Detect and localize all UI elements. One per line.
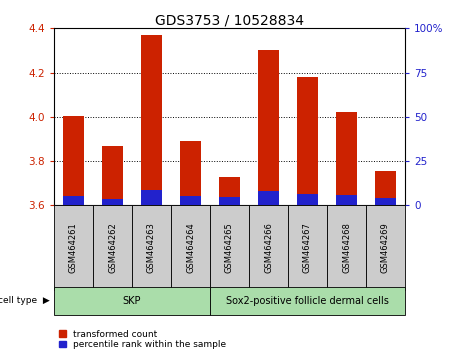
Bar xyxy=(288,205,327,290)
Bar xyxy=(141,190,162,205)
Bar xyxy=(297,194,318,205)
Text: GSM464261: GSM464261 xyxy=(69,222,78,273)
Bar xyxy=(366,205,405,290)
Bar xyxy=(258,191,279,205)
Bar xyxy=(258,51,279,205)
Bar xyxy=(336,113,357,205)
Bar xyxy=(336,195,357,205)
Text: GSM464267: GSM464267 xyxy=(303,222,312,273)
Bar xyxy=(54,287,210,315)
Bar xyxy=(327,205,366,290)
Bar xyxy=(219,197,240,205)
Text: GSM464269: GSM464269 xyxy=(381,222,390,273)
Bar xyxy=(63,116,84,205)
Bar xyxy=(132,205,171,290)
Bar xyxy=(375,171,396,205)
Legend: transformed count, percentile rank within the sample: transformed count, percentile rank withi… xyxy=(58,330,226,349)
Text: GSM464262: GSM464262 xyxy=(108,222,117,273)
Bar xyxy=(375,198,396,205)
Text: cell type  ▶: cell type ▶ xyxy=(0,296,50,306)
Bar xyxy=(219,177,240,205)
Bar xyxy=(63,196,84,205)
Bar xyxy=(102,145,123,205)
Bar xyxy=(297,77,318,205)
Title: GDS3753 / 10528834: GDS3753 / 10528834 xyxy=(155,13,304,27)
Bar xyxy=(141,35,162,205)
Bar xyxy=(249,205,288,290)
Bar xyxy=(210,287,405,315)
Text: GSM464268: GSM464268 xyxy=(342,222,351,273)
Text: GSM464265: GSM464265 xyxy=(225,222,234,273)
Text: GSM464264: GSM464264 xyxy=(186,222,195,273)
Bar xyxy=(180,141,201,205)
Text: GSM464266: GSM464266 xyxy=(264,222,273,273)
Bar xyxy=(180,195,201,205)
Bar xyxy=(54,205,93,290)
Text: SKP: SKP xyxy=(123,296,141,306)
Text: GSM464263: GSM464263 xyxy=(147,222,156,273)
Bar xyxy=(93,205,132,290)
Bar xyxy=(210,205,249,290)
Text: Sox2-positive follicle dermal cells: Sox2-positive follicle dermal cells xyxy=(226,296,389,306)
Bar xyxy=(171,205,210,290)
Bar xyxy=(102,199,123,205)
